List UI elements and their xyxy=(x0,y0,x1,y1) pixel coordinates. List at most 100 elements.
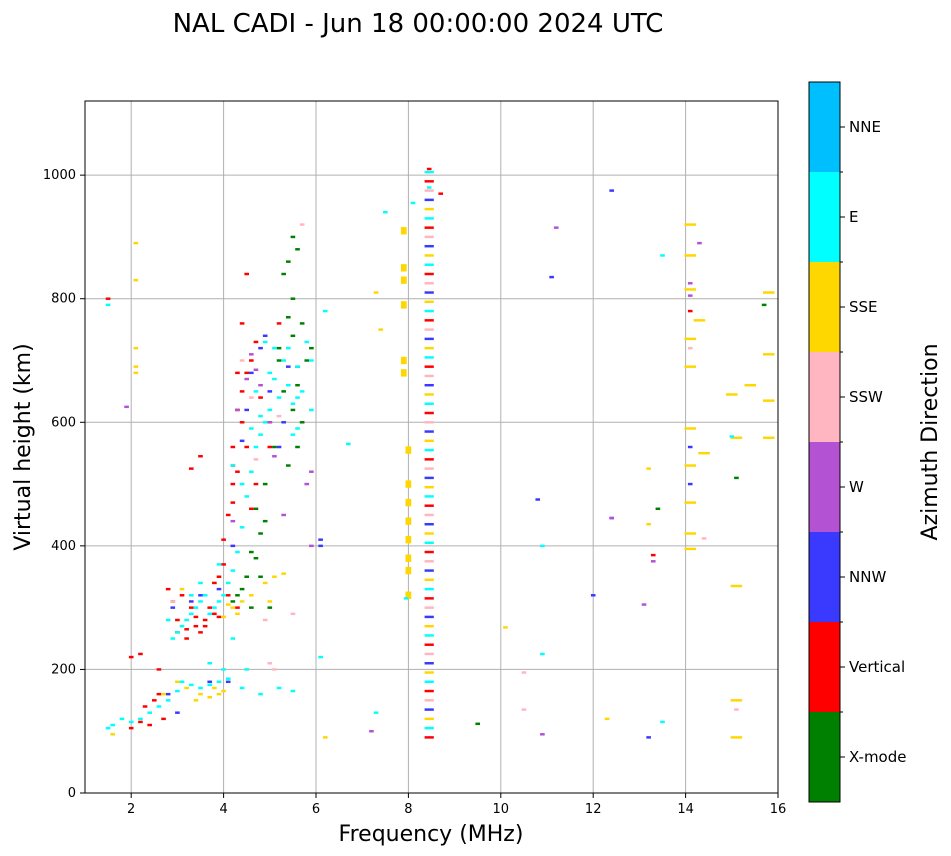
echo-w-19 xyxy=(687,294,693,297)
echo-sse-25 xyxy=(684,427,696,430)
echo-w-21 xyxy=(124,405,129,409)
echo-nnw-2 xyxy=(687,482,693,486)
echo-vertical-49 xyxy=(687,309,693,313)
echo-sse-54 xyxy=(230,606,236,609)
echo-sse-12 xyxy=(405,446,412,454)
echo-nnw-9 xyxy=(198,594,203,597)
y-tick-label-3: 600 xyxy=(51,415,76,430)
echo-vertical-4 xyxy=(165,587,171,591)
echo-e-69 xyxy=(249,427,254,430)
echo-x-mode-15 xyxy=(290,297,296,300)
echo-sse-42 xyxy=(730,699,743,702)
echo-vertical-19 xyxy=(244,371,250,375)
echo-e-2 xyxy=(382,210,388,214)
echo-e-77 xyxy=(198,581,203,585)
echo-sse-31 xyxy=(698,451,710,455)
echo-vertical-8 xyxy=(198,631,203,634)
echo-vertical-14 xyxy=(225,513,231,517)
colorbar-swatch-nne xyxy=(809,82,840,172)
echo-sse-60 xyxy=(249,594,254,597)
echo-nnw-12 xyxy=(207,680,213,684)
echo-sse-44 xyxy=(604,717,610,721)
echo-column-8-5mhz-22 xyxy=(424,532,434,535)
echo-sse-58 xyxy=(281,572,286,575)
echo-e-27 xyxy=(202,594,208,597)
echo-x-mode-0 xyxy=(475,722,481,726)
y-tick-label-5: 1000 xyxy=(43,168,76,183)
echo-column-8-5mhz-0 xyxy=(424,736,434,739)
echo-vertical-18 xyxy=(239,390,245,393)
echo-x-mode-26 xyxy=(249,550,254,554)
echo-sse-11 xyxy=(400,369,407,377)
echo-e-52 xyxy=(276,686,282,690)
echo-sse-65 xyxy=(235,612,240,616)
echo-column-8-5mhz-24 xyxy=(424,513,434,517)
colorbar-swatch-w xyxy=(809,442,840,532)
echo-vertical-25 xyxy=(216,575,222,578)
echo-nnw-27 xyxy=(175,711,180,714)
echo-vertical-42 xyxy=(244,445,250,449)
echo-sse-23 xyxy=(684,337,696,341)
echo-x-mode-1 xyxy=(655,507,661,511)
y-axis-ticks: 0 200 400 600 800 1000 xyxy=(43,168,85,801)
echo-sse-67 xyxy=(225,603,231,606)
colorbar-label-ssw: SSW xyxy=(849,388,883,406)
echo-sse-49 xyxy=(216,692,222,696)
echo-sse-24 xyxy=(684,365,696,368)
echo-x-mode-6 xyxy=(262,519,268,523)
echo-e-22 xyxy=(225,581,231,585)
echo-sse-48 xyxy=(207,695,213,699)
echo-e-16 xyxy=(253,445,259,449)
echo-sse-61 xyxy=(373,291,379,294)
echo-sse-29 xyxy=(684,547,696,551)
echo-nnw-25 xyxy=(318,538,323,541)
colorbar-swatch-e xyxy=(809,172,840,262)
echo-column-8-5mhz-2 xyxy=(424,717,434,721)
echo-column-8-5mhz-23 xyxy=(424,522,434,526)
echo-sse-5 xyxy=(110,733,116,736)
y-tick-label-4: 800 xyxy=(51,292,76,307)
echo-e-50 xyxy=(239,686,245,690)
echo-e-53 xyxy=(290,689,296,693)
echo-e-78 xyxy=(188,594,194,597)
echo-sse-17 xyxy=(405,554,412,562)
echo-sse-68 xyxy=(221,615,226,619)
colorbar-label-nne: NNE xyxy=(849,118,881,136)
echo-sse-36 xyxy=(762,436,775,439)
echo-nnw-19 xyxy=(258,346,263,350)
echo-e-9 xyxy=(267,408,273,412)
echo-vertical-12 xyxy=(216,615,222,619)
echo-e-23 xyxy=(221,594,226,597)
echo-sse-38 xyxy=(762,291,775,294)
echo-vertical-55 xyxy=(156,668,162,671)
echo-e-35 xyxy=(179,680,185,684)
echo-column-8-5mhz-19 xyxy=(424,560,434,563)
echo-e-49 xyxy=(105,726,111,730)
echo-nnw-14 xyxy=(165,692,171,696)
echo-w-2 xyxy=(687,282,693,285)
echo-column-8-5mhz-49 xyxy=(424,282,434,285)
echo-e-83 xyxy=(221,668,226,671)
x-tick-label-7: 16 xyxy=(770,802,787,817)
echo-column-8-5mhz-12 xyxy=(424,624,434,628)
echo-e-43 xyxy=(156,705,162,708)
echo-x-mode-36 xyxy=(249,606,254,609)
echo-w-18 xyxy=(309,470,314,473)
colorbar-swatch-ssw xyxy=(809,352,840,442)
echo-column-8-5mhz-54 xyxy=(424,235,434,239)
echo-e-67 xyxy=(267,371,273,375)
echo-vertical-47 xyxy=(267,445,273,449)
echo-vertical-53 xyxy=(193,615,199,619)
echo-column-8-5mhz-45 xyxy=(424,319,434,322)
y-tick-label-1: 200 xyxy=(51,662,76,677)
echo-w-4 xyxy=(650,560,656,563)
echo-column-8-5mhz-48 xyxy=(424,291,434,294)
x-axis-ticks: 2 4 6 8 10 12 14 16 xyxy=(127,793,786,817)
echo-sse-46 xyxy=(322,736,328,739)
echo-e-34 xyxy=(170,637,176,640)
echo-sse-9 xyxy=(400,301,407,309)
echo-nnw-11 xyxy=(170,606,176,609)
echo-x-mode-17 xyxy=(295,248,300,251)
echo-x-mode-25 xyxy=(295,445,300,449)
echo-column-8-5mhz-44 xyxy=(424,328,434,331)
